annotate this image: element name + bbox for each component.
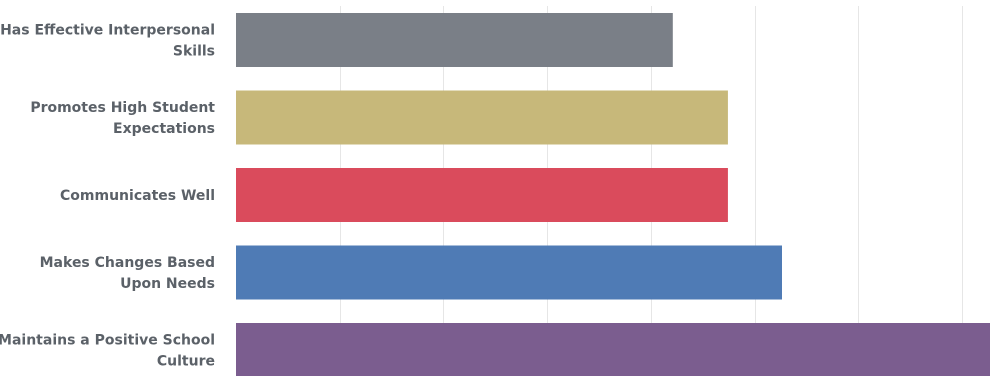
category-label-line: Promotes High Student [30,100,215,116]
category-label: Promotes High Student Expectations [30,100,215,137]
category-label-line: Communicates Well [60,188,215,204]
category-label-line: Has Effective Interpersonal [0,23,215,39]
bar-3 [236,168,728,222]
category-label-line: Upon Needs [120,276,215,292]
bar-5 [236,323,990,376]
bar-1 [236,13,673,67]
category-label-line: Makes Changes Based [40,255,215,271]
category-label-line: Expectations [113,121,215,137]
category-label: Maintains a Positive School Culture [0,333,215,370]
bars [236,13,990,376]
category-label-line: Skills [173,44,215,60]
category-label-line: Culture [157,354,215,370]
bar-4 [236,245,782,300]
category-label-line: Maintains a Positive School [0,333,215,349]
category-labels: Has Effective Interpersonal Skills Promote… [0,23,215,370]
category-label: Makes Changes Based Upon Needs [40,255,215,292]
category-label: Has Effective Interpersonal Skills [0,23,215,60]
category-label: Communicates Well [60,188,215,204]
bar-2 [236,90,728,145]
